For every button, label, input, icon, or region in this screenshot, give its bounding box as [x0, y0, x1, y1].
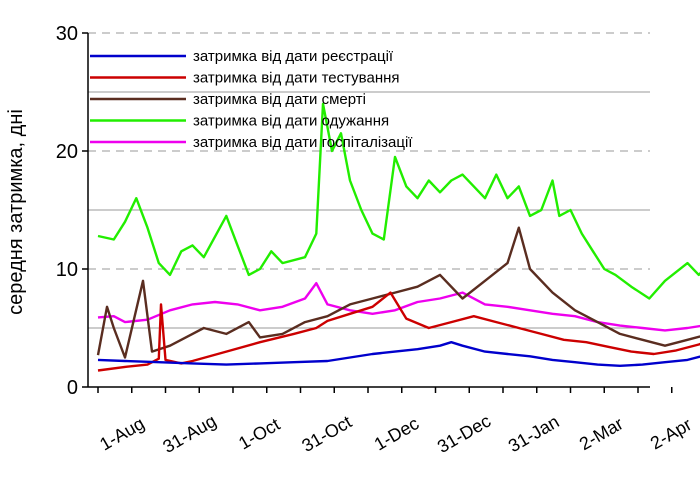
series-line — [96, 226, 700, 359]
x-tick-label: 1-Oct — [235, 414, 283, 453]
legend-label: затримка від дати одужання — [193, 113, 389, 130]
series-line — [97, 341, 700, 367]
y-tick-label: 10 — [56, 259, 78, 281]
series-line — [97, 102, 700, 300]
y-tick-label: 20 — [56, 141, 78, 163]
x-tick-label: 1-Dec — [371, 413, 423, 454]
x-tick-label: 2-Mar — [576, 413, 627, 454]
x-tick-label: 31-Jan — [505, 411, 563, 456]
series-line — [97, 291, 700, 372]
y-axis-label: середня затримка, дні — [5, 109, 27, 315]
grid-lines — [88, 32, 650, 329]
series-lines — [96, 102, 700, 372]
legend-label: затримка від дати смерті — [193, 91, 366, 108]
series-line — [97, 282, 700, 332]
axes — [82, 32, 673, 393]
legend-label: затримка від дати реєстрації — [193, 48, 394, 65]
x-tick-label: 1-Aug — [96, 413, 148, 454]
x-tick-label: 31-Aug — [159, 411, 219, 457]
y-tick-label: 30 — [56, 23, 78, 45]
x-tick-labels: 1-Aug 31-Aug 1-Oct 31-Oct 1-Dec 31-Dec 31-Jan 2… — [96, 411, 695, 457]
y-tick-label: 0 — [67, 377, 78, 399]
legend: затримка від дати реєстрації затримка від… — [90, 48, 413, 151]
legend-label: затримка від дати тестування — [193, 70, 400, 87]
legend-label: затримка від дати госпіталізації — [193, 134, 413, 151]
y-tick-labels: 0 10 20 30 — [56, 23, 78, 399]
x-tick-label: 2-Apr — [647, 414, 695, 453]
x-tick-label: 31-Oct — [298, 412, 355, 456]
x-tick-label: 31-Dec — [434, 411, 494, 457]
